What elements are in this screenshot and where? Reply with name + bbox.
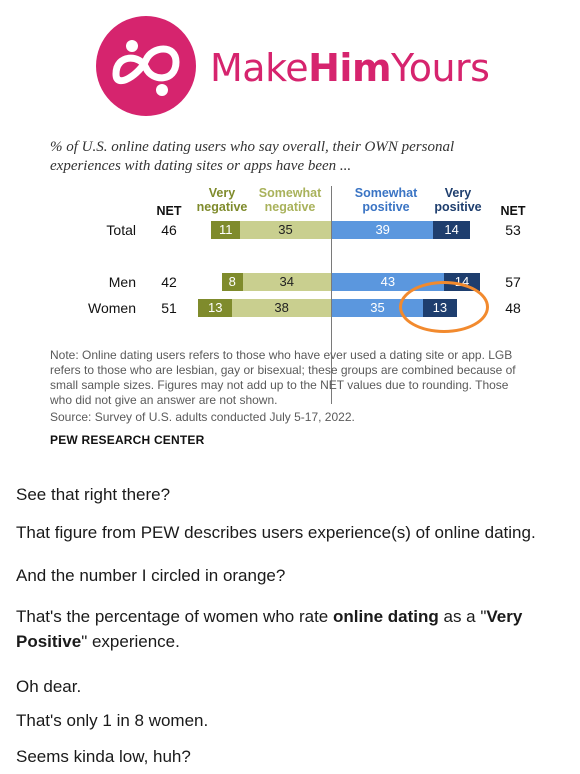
brand-name-part2: Him	[308, 46, 392, 90]
header-net-right: NET	[500, 204, 526, 218]
brand-header: MakeHimYours	[96, 16, 496, 116]
net-negative-men: 42	[161, 274, 177, 290]
bar-women-sneg: 38	[232, 299, 331, 317]
bar-total-sneg: 35	[240, 221, 331, 239]
net-positive-men: 57	[505, 274, 521, 290]
header-somewhat-positive: Somewhat positive	[354, 186, 418, 214]
net-negative-total: 46	[161, 222, 177, 238]
bar-total-vneg: 11	[211, 221, 240, 239]
paragraph-4: That's the percentage of women who rate …	[16, 604, 564, 654]
paragraph-4-part-c: as a "	[438, 607, 487, 626]
net-positive-total: 53	[505, 222, 521, 238]
pew-figure: % of U.S. online dating users who say ov…	[0, 128, 580, 458]
paragraph-4-part-e: " experience.	[81, 632, 180, 651]
net-negative-women: 51	[161, 300, 177, 316]
bar-total-spos: 39	[332, 221, 434, 239]
chart-axis-line	[331, 186, 332, 404]
bar-women-vneg: 13	[198, 299, 233, 317]
row-label-total: Total	[106, 222, 136, 238]
figure-org: PEW RESEARCH CENTER	[50, 433, 205, 447]
header-very-positive: Very positive	[434, 186, 482, 214]
row-label-women: Women	[88, 300, 136, 316]
brand-name: MakeHimYours	[210, 46, 490, 90]
bar-men-sneg: 34	[242, 273, 331, 291]
brand-name-part3: Yours	[391, 46, 490, 90]
net-positive-women: 48	[505, 300, 521, 316]
paragraph-3: And the number I circled in orange?	[16, 566, 286, 585]
highlight-circle	[399, 281, 489, 333]
header-net-left: NET	[156, 204, 182, 218]
brand-name-part1: Make	[210, 46, 309, 90]
paragraph-2: That figure from PEW describes users exp…	[16, 523, 536, 542]
paragraph-7: Seems kinda low, huh?	[16, 747, 191, 766]
header-somewhat-negative: Somewhat negative	[258, 186, 322, 214]
bar-total-vpos: 14	[433, 221, 470, 239]
header-very-negative: Very negative	[196, 186, 248, 214]
figure-note: Note: Online dating users refers to thos…	[50, 348, 516, 407]
figure-title: % of U.S. online dating users who say ov…	[50, 139, 455, 174]
paragraph-4-part-a: That's the percentage of women who rate	[16, 607, 333, 626]
infinity-people-icon	[96, 16, 196, 116]
row-label-men: Men	[108, 274, 136, 290]
paragraph-6: That's only 1 in 8 women.	[16, 711, 209, 730]
figure-source: Source: Survey of U.S. adults conducted …	[50, 410, 355, 424]
paragraph-4-part-d: Very Positive	[16, 607, 523, 651]
paragraph-5: Oh dear.	[16, 677, 82, 696]
paragraph-1: See that right there?	[16, 485, 171, 504]
bar-men-vneg: 8	[221, 273, 243, 291]
paragraph-4-part-b: online dating	[332, 607, 439, 626]
